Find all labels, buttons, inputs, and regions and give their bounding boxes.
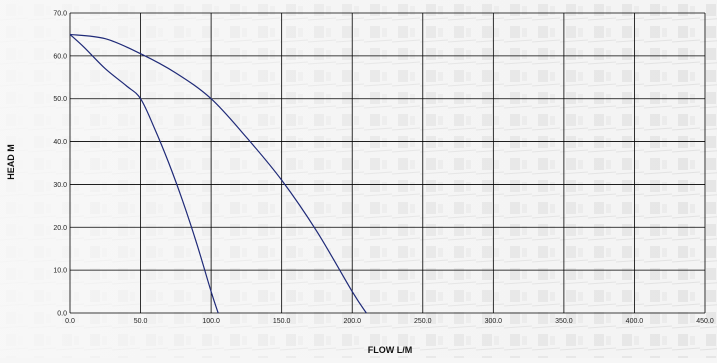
y-tick-label: 10.0 <box>53 268 67 275</box>
y-tick-label: 0.0 <box>57 311 67 318</box>
y-tick-label: 30.0 <box>53 182 67 189</box>
x-tick-label: 200.0 <box>343 318 361 325</box>
y-tick-label: 70.0 <box>53 11 67 18</box>
x-tick-label: 250.0 <box>414 318 432 325</box>
y-tick-label: 60.0 <box>53 53 67 60</box>
y-tick-label: 20.0 <box>53 225 67 232</box>
x-tick-label: 300.0 <box>485 318 503 325</box>
x-tick-label: 0.0 <box>65 318 75 325</box>
x-tick-label: 350.0 <box>555 318 573 325</box>
series-line-1 <box>69 33 219 314</box>
x-tick-label: 450.0 <box>696 318 714 325</box>
y-axis-title: HEAD M <box>6 144 16 180</box>
y-tick-label: 40.0 <box>53 139 67 146</box>
x-tick-label: 100.0 <box>202 318 220 325</box>
x-tick-label: 50.0 <box>134 318 148 325</box>
x-tick-label: 400.0 <box>626 318 644 325</box>
tick-labels: 0.0 50.0 100.0 150.0 200.0 250.0 300.0 350.0 400… <box>53 11 713 326</box>
y-tick-label: 50.0 <box>53 96 67 103</box>
x-tick-label: 150.0 <box>273 318 291 325</box>
series-line-2 <box>69 33 367 314</box>
series-lines <box>69 33 367 314</box>
x-axis-title: FLOW L/M <box>368 345 413 355</box>
chart-grid <box>69 12 706 314</box>
